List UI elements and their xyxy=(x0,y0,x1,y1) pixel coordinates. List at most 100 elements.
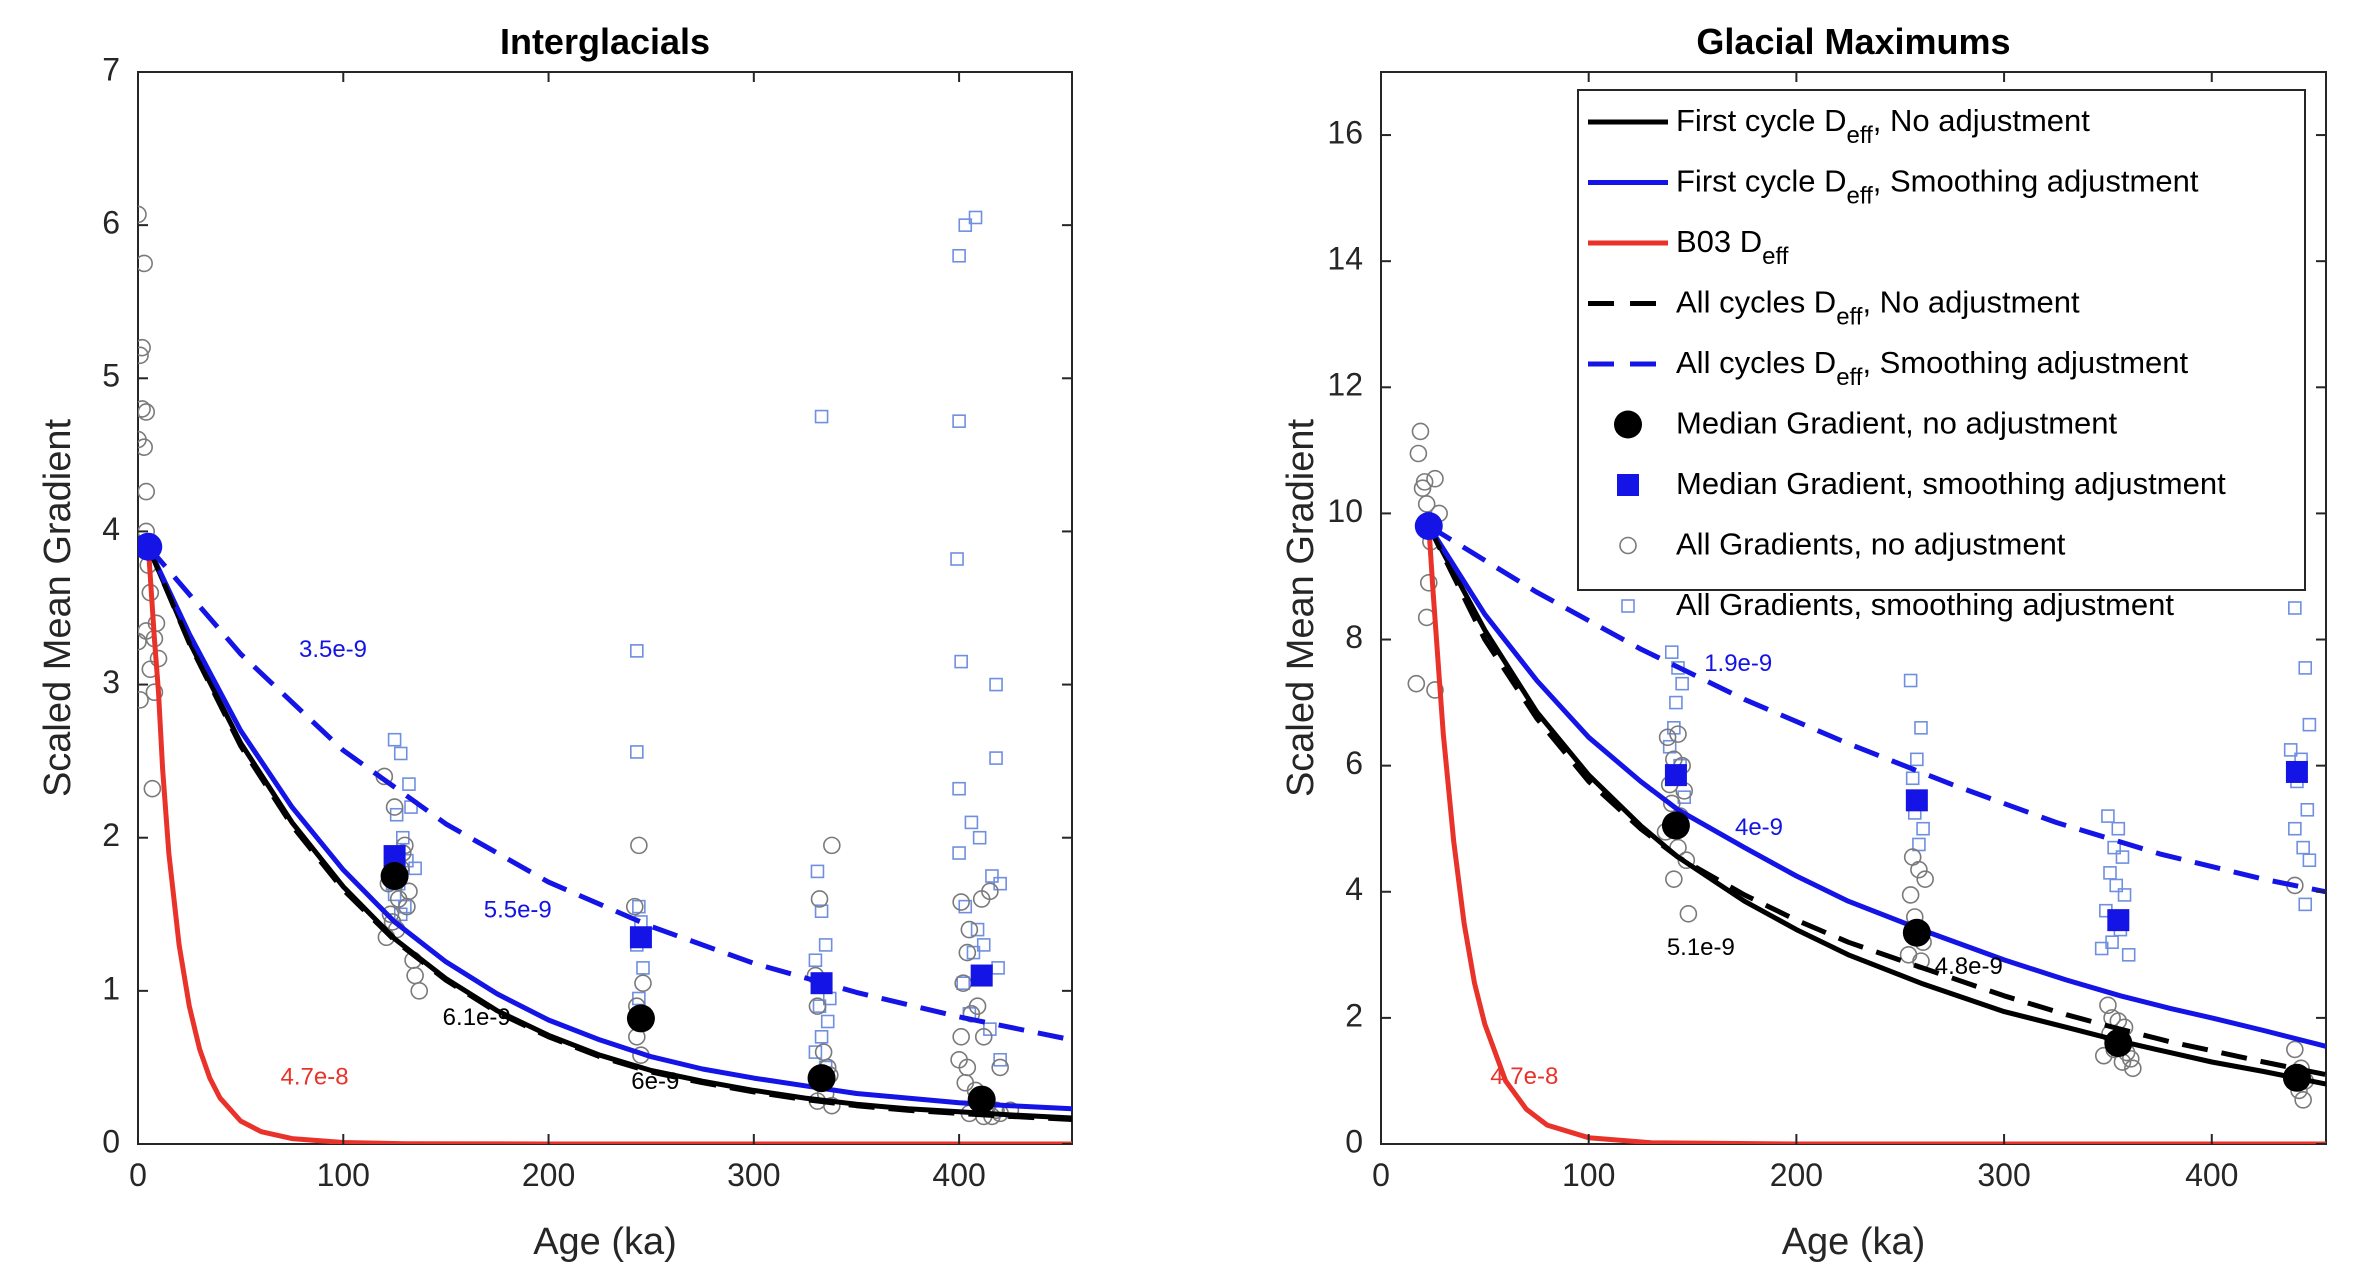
legend-label-subscript: eff xyxy=(1847,122,1874,149)
scatter-point-smoothing xyxy=(630,644,644,658)
scatter-point-smoothing xyxy=(2298,897,2313,912)
scatter-point-no-adjustment xyxy=(2124,1059,2142,1078)
scatter-point-smoothing xyxy=(1914,721,1928,735)
median-marker-no-adjustment xyxy=(626,1004,655,1033)
chart-title: Glacial Maximums xyxy=(1696,21,2010,62)
legend-item-all-none: All cycles Deff, No adjustment xyxy=(1588,285,2080,331)
scatter-point-smoothing xyxy=(968,210,983,225)
scatter-point-smoothing xyxy=(1916,821,1930,836)
scatter-point-smoothing xyxy=(1667,721,1681,735)
median-marker-smoothing xyxy=(1664,764,1687,787)
legend-item-first-none: First cycle Deff, No adjustment xyxy=(1588,103,2090,149)
x-tick-label: 100 xyxy=(317,1157,370,1193)
scatter-point-no-adjustment xyxy=(974,1028,993,1046)
legend-label: Median Gradient, no adjustment xyxy=(1676,406,2118,441)
scatter-point-smoothing xyxy=(952,414,966,428)
median-marker-no-adjustment xyxy=(380,862,409,890)
legend-label-subscript: eff xyxy=(1836,304,1863,331)
scatter-point-no-adjustment xyxy=(138,632,147,651)
scatter-point-no-adjustment xyxy=(385,798,404,816)
y-tick-label: 4 xyxy=(102,511,120,547)
y-tick-label: 0 xyxy=(102,1123,120,1159)
scatter-point-no-adjustment xyxy=(810,890,829,908)
y-tick-label: 16 xyxy=(1327,115,1363,151)
legend-label-text: First cycle D xyxy=(1676,103,1847,138)
scatter-point-no-adjustment xyxy=(1669,725,1687,743)
scatter-point-smoothing xyxy=(2283,743,2298,757)
scatter-point-smoothing xyxy=(2111,821,2126,836)
scatter-point-smoothing xyxy=(958,218,973,232)
scatter-point-smoothing xyxy=(1903,673,1918,688)
scatter-point-smoothing xyxy=(2300,802,2315,817)
median-marker-smoothing xyxy=(810,972,833,995)
legend-label: First cycle Deff, Smoothing adjustment xyxy=(1676,164,2199,210)
scatter-point-smoothing xyxy=(952,781,966,796)
y-axis-label: Scaled Mean Gradient xyxy=(1280,419,1322,798)
y-tick-label: 5 xyxy=(102,358,120,394)
legend-label: B03 Deff xyxy=(1676,224,1789,270)
scatter-point-smoothing xyxy=(2094,941,2109,956)
scatter-point-smoothing xyxy=(952,248,966,263)
scatter-point-no-adjustment xyxy=(138,691,149,709)
x-tick-label: 400 xyxy=(932,1157,985,1193)
scatter-point-no-adjustment xyxy=(981,882,999,901)
scatter-point-smoothing xyxy=(814,1030,829,1044)
legend-label-text: All Gradients, no adjustment xyxy=(1676,527,2066,562)
median-marker-no-adjustment xyxy=(1902,918,1931,947)
scatter-point-no-adjustment xyxy=(991,1058,1009,1077)
scatter-point-smoothing xyxy=(972,830,987,845)
scatter-point-smoothing xyxy=(1675,676,1689,691)
scatter-point-no-adjustment xyxy=(138,403,156,421)
scatter-point-no-adjustment xyxy=(400,882,418,901)
legend-item-median-none: Median Gradient, no adjustment xyxy=(1614,406,2118,441)
scatter-point-smoothing xyxy=(2107,840,2121,855)
x-tick-label: 100 xyxy=(1562,1157,1615,1193)
scatter-point-smoothing xyxy=(993,1052,1007,1067)
scatter-point-no-adjustment xyxy=(630,836,648,855)
scatter-point-smoothing xyxy=(2115,850,2130,864)
legend-label: All cycles Deff, No adjustment xyxy=(1676,285,2080,331)
legend-label-text: Median Gradient, no adjustment xyxy=(1676,406,2118,441)
legend-label-subscript: eff xyxy=(1836,364,1863,391)
scatter-point-smoothing xyxy=(387,732,402,747)
scatter-point-no-adjustment xyxy=(143,779,162,798)
scatter-point-no-adjustment xyxy=(1662,794,1681,813)
scatter-point-smoothing xyxy=(818,938,833,952)
scatter-point-smoothing xyxy=(2101,809,2115,823)
legend-label-text: First cycle D xyxy=(1676,164,1847,199)
curve-label: 1.9e-9 xyxy=(1704,650,1772,677)
scatter-point-no-adjustment xyxy=(823,1096,841,1115)
scatter-point-smoothing xyxy=(2288,821,2302,836)
x-tick-label: 0 xyxy=(1372,1157,1390,1193)
start-point-marker xyxy=(1414,512,1443,541)
y-tick-label: 2 xyxy=(1345,997,1363,1033)
scatter-point-smoothing xyxy=(1669,695,1683,710)
y-tick-label: 6 xyxy=(1345,745,1363,781)
scatter-point-no-adjustment xyxy=(383,913,402,931)
scatter-point-smoothing xyxy=(1910,752,1924,767)
scatter-point-smoothing xyxy=(1664,645,1679,659)
scatter-point-no-adjustment xyxy=(952,893,970,911)
curve-b03 xyxy=(1426,525,2326,1144)
curve-label: 5.1e-9 xyxy=(1667,934,1735,961)
y-tick-label: 14 xyxy=(1327,241,1363,277)
x-axis-label: Age (ka) xyxy=(533,1221,677,1263)
legend-label: All Gradients, no adjustment xyxy=(1676,527,2066,562)
curve-label: 6e-9 xyxy=(631,1068,679,1095)
legend-label-suffix: , No adjustment xyxy=(1873,103,2090,138)
scatter-point-no-adjustment xyxy=(952,1028,970,1046)
scatter-point-smoothing xyxy=(952,846,966,860)
scatter-point-no-adjustment xyxy=(138,205,147,224)
scatter-point-smoothing xyxy=(956,976,971,991)
scatter-point-no-adjustment xyxy=(138,400,151,418)
scatter-point-no-adjustment xyxy=(381,905,400,924)
scatter-point-smoothing xyxy=(976,938,991,952)
x-tick-label: 300 xyxy=(727,1157,780,1193)
curve-all-none xyxy=(1426,524,2326,1078)
scatter-point-smoothing xyxy=(954,654,968,669)
median-marker-no-adjustment xyxy=(967,1085,996,1114)
median-marker-no-adjustment xyxy=(2282,1063,2311,1092)
legend-label-text: All cycles D xyxy=(1676,345,1836,380)
curve-all-smooth xyxy=(146,545,1072,1043)
legend-label-suffix: , Smoothing adjustment xyxy=(1862,345,2188,380)
